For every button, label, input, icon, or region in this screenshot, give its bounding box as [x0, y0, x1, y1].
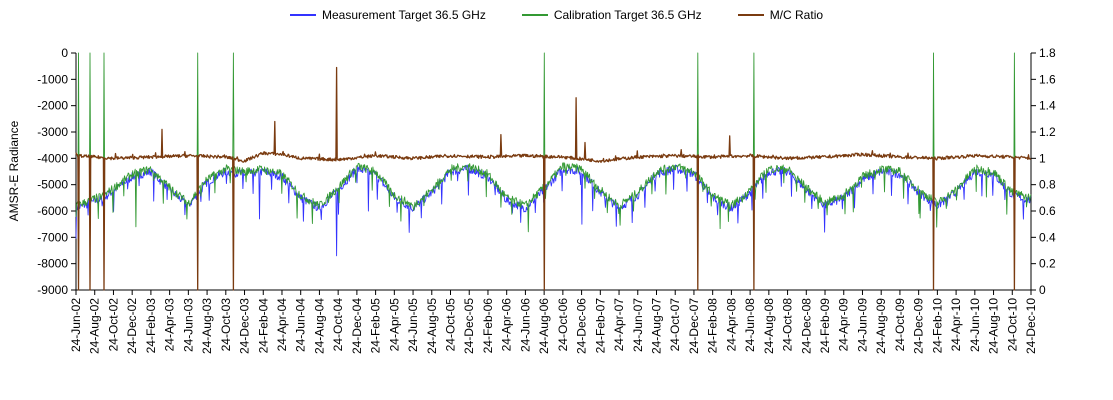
x-tick-label: 24-Oct-09 [893, 298, 907, 352]
x-tick-label: 24-Feb-08 [706, 298, 720, 354]
y2-tick-label: 0.2 [1039, 257, 1056, 271]
x-tick-label: 24-Apr-04 [275, 298, 289, 352]
y-tick-label: -8000 [37, 257, 68, 271]
legend-item-measurement: Measurement Target 36.5 GHz [289, 8, 486, 22]
x-tick-label: 24-Jun-04 [294, 298, 308, 352]
legend-item-calibration: Calibration Target 36.5 GHz [521, 8, 702, 22]
y2-tick-label: 1.8 [1039, 46, 1056, 60]
y-tick-label: -1000 [37, 72, 68, 86]
y2-tick-label: 1 [1039, 151, 1046, 165]
x-tick-label: 24-Feb-04 [256, 298, 270, 354]
legend-label-mc-ratio: M/C Ratio [769, 8, 824, 22]
x-tick-label: 24-Feb-10 [930, 298, 944, 354]
x-tick-label: 24-Aug-07 [649, 298, 663, 354]
x-tick-label: 24-Dec-03 [238, 298, 252, 354]
legend-swatch-calibration [521, 14, 548, 16]
series-line-1 [75, 52, 1032, 233]
x-tick-label: 24-Oct-02 [106, 298, 120, 352]
x-tick-label: 24-Dec-09 [912, 298, 926, 354]
legend-label-measurement: Measurement Target 36.5 GHz [321, 8, 486, 22]
x-tick-label: 24-Jun-09 [855, 298, 869, 352]
x-tick-label: 24-Dec-08 [799, 298, 813, 354]
x-tick-label: 24-Feb-07 [593, 298, 607, 354]
series-line-0 [75, 164, 1032, 257]
x-tick-label: 24-Feb-06 [481, 298, 495, 354]
x-tick-label: 24-Apr-07 [612, 298, 626, 352]
x-tick-label: 24-Dec-02 [125, 298, 139, 354]
x-tick-label: 24-Aug-06 [537, 298, 551, 354]
x-tick-label: 24-Jun-03 [181, 298, 195, 352]
x-tick-label: 24-Apr-08 [724, 298, 738, 352]
x-tick-label: 24-Jun-02 [69, 298, 83, 352]
x-tick-label: 24-Jun-08 [743, 298, 757, 352]
x-tick-label: 24-Oct-07 [668, 298, 682, 352]
y2-tick-label: 1.4 [1039, 99, 1056, 113]
x-tick-label: 24-Oct-04 [331, 298, 345, 352]
legend-swatch-measurement [289, 14, 316, 16]
x-tick-label: 24-Oct-05 [444, 298, 458, 352]
series-line-2 [75, 66, 1032, 291]
y-tick-label: -2000 [37, 99, 68, 113]
x-tick-label: 24-Feb-05 [369, 298, 383, 354]
legend-item-mc-ratio: M/C Ratio [737, 8, 824, 22]
x-tick-label: 24-Dec-04 [350, 298, 364, 354]
y-tick-label: -9000 [37, 283, 68, 297]
x-tick-label: 24-Jun-10 [968, 298, 982, 352]
x-tick-label: 24-Jun-06 [518, 298, 532, 352]
legend-swatch-mc-ratio [737, 14, 764, 16]
y-tick-label: -5000 [37, 178, 68, 192]
legend-label-calibration: Calibration Target 36.5 GHz [553, 8, 702, 22]
y-tick-label: -4000 [37, 151, 68, 165]
y2-tick-label: 0 [1039, 283, 1046, 297]
legend: Measurement Target 36.5 GHz Calibration … [0, 8, 1113, 22]
x-tick-label: 24-Aug-10 [987, 298, 1001, 354]
x-tick-label: 24-Aug-02 [88, 298, 102, 354]
x-tick-label: 24-Apr-03 [163, 298, 177, 352]
y-axis-label: AMSR-E Radiance [7, 120, 21, 221]
y-tick-label: -3000 [37, 125, 68, 139]
x-tick-label: 24-Dec-05 [462, 298, 476, 354]
x-tick-label: 24-Oct-10 [1005, 298, 1019, 352]
y2-tick-label: 0.4 [1039, 230, 1056, 244]
x-tick-label: 24-Aug-08 [762, 298, 776, 354]
x-tick-label: 24-Feb-03 [144, 298, 158, 354]
x-tick-label: 24-Jun-07 [631, 298, 645, 352]
x-tick-label: 24-Oct-03 [219, 298, 233, 352]
x-tick-label: 24-Dec-07 [687, 298, 701, 354]
x-tick-label: 24-Apr-06 [500, 298, 514, 352]
x-tick-label: 24-Oct-08 [781, 298, 795, 352]
y-tick-label: -7000 [37, 230, 68, 244]
x-tick-label: 24-Aug-04 [312, 298, 326, 354]
x-tick-label: 24-Aug-09 [874, 298, 888, 354]
x-tick-label: 24-Aug-03 [200, 298, 214, 354]
series-lines [75, 52, 1032, 291]
y2-tick-label: 0.6 [1039, 204, 1056, 218]
x-tick-label: 24-Apr-09 [837, 298, 851, 352]
x-tick-label: 24-Aug-05 [425, 298, 439, 354]
x-tick-label: 24-Dec-10 [1024, 298, 1038, 354]
x-tick-label: 24-Oct-06 [556, 298, 570, 352]
x-tick-label: 24-Apr-05 [387, 298, 401, 352]
x-tick-label: 24-Apr-10 [949, 298, 963, 352]
y-tick-label: -6000 [37, 204, 68, 218]
x-tick-label: 24-Feb-09 [818, 298, 832, 354]
x-tick-label: 24-Dec-06 [575, 298, 589, 354]
y-tick-label: 0 [61, 46, 68, 60]
y2-tick-label: 0.8 [1039, 178, 1056, 192]
y2-tick-label: 1.2 [1039, 125, 1056, 139]
axes: 0 -1000 -2000 -3000 -4000 -5000 -6000 -7000 -800… [37, 46, 1056, 354]
y2-tick-label: 1.6 [1039, 72, 1056, 86]
x-tick-label: 24-Jun-05 [406, 298, 420, 352]
